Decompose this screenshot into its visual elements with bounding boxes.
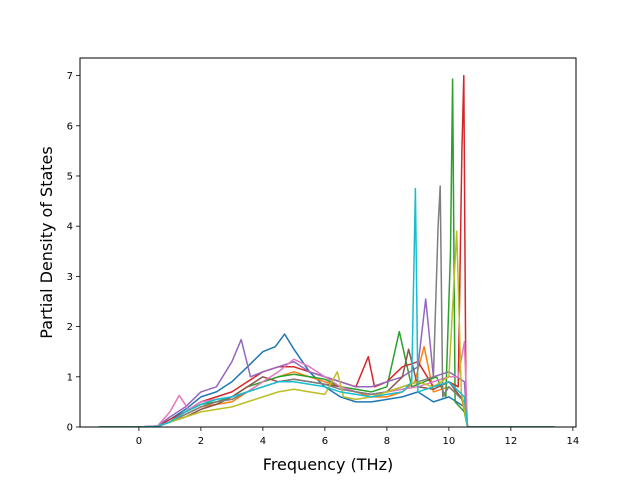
y-tick-label: 3 <box>67 272 73 283</box>
y-tick-label: 4 <box>67 222 73 233</box>
y-tick-label: 6 <box>67 121 73 132</box>
x-tick-label: 0 <box>136 436 142 447</box>
x-tick-label: 14 <box>567 436 580 447</box>
y-axis: 0 1 2 3 4 5 6 7 <box>67 71 80 434</box>
x-tick-label: 4 <box>260 436 266 447</box>
series-line-5 <box>98 298 555 427</box>
y-tick-label: 2 <box>67 322 73 333</box>
x-tick-label: 10 <box>443 436 456 447</box>
x-axis-label: Frequency (THz) <box>263 455 393 474</box>
series-layer <box>98 74 555 427</box>
series-line-8 <box>98 185 555 427</box>
x-tick-label: 12 <box>505 436 518 447</box>
series-line-7 <box>98 340 555 427</box>
series-line-10 <box>98 187 555 427</box>
series-line-9 <box>98 230 555 427</box>
y-tick-label: 7 <box>67 71 73 82</box>
x-axis: 0 2 4 6 8 10 12 14 <box>136 427 580 447</box>
y-tick-label: 5 <box>67 171 73 182</box>
plot-frame <box>79 57 577 428</box>
x-tick-label: 8 <box>384 436 390 447</box>
y-axis-label: Partial Density of States <box>37 146 56 338</box>
x-tick-label: 6 <box>322 436 328 447</box>
y-tick-label: 0 <box>67 423 73 434</box>
y-tick-label: 1 <box>67 372 73 383</box>
x-tick-label: 2 <box>198 436 204 447</box>
